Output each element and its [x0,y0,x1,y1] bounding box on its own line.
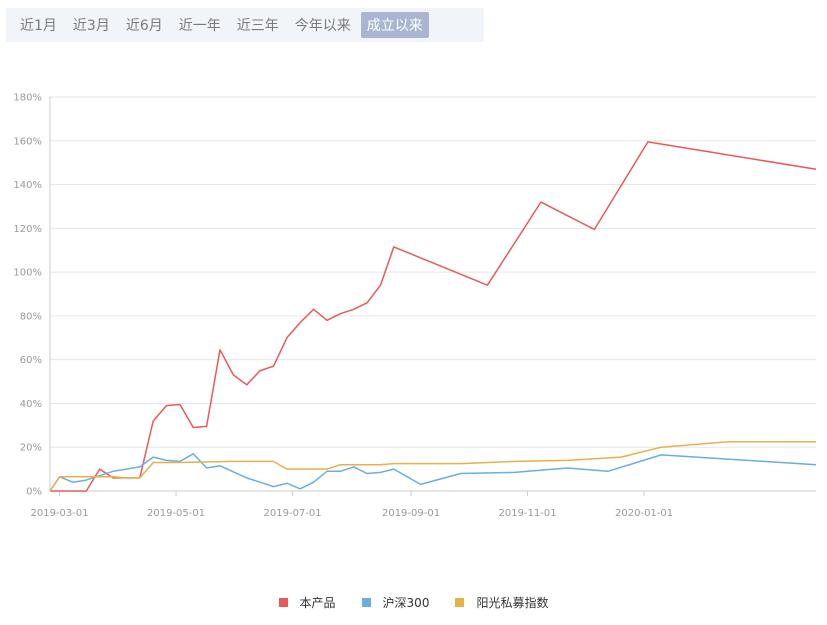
legend-label-private-fund-index: 阳光私募指数 [476,596,549,610]
legend-item-csi300[interactable]: 沪深300 [361,594,430,611]
legend-swatch-csi300 [361,598,371,607]
y-tick-label: 140% [13,180,42,191]
x-tick-label: 2019-07-01 [264,508,322,519]
product-series-line [50,141,817,492]
chart-legend: 本产品 沪深300 阳光私募指数 [0,594,827,611]
tab-6-months[interactable]: 近6月 [125,18,163,34]
y-tick-label: 160% [13,136,42,147]
y-axis: 0% 20% 40% 60% 80% 100% 120% 140% 160% 180% [13,93,51,498]
period-tab-bar: 近1月 近3月 近6月 近一年 近三年 今年以来 成立以来 [6,8,484,42]
tab-3-years[interactable]: 近三年 [236,18,279,34]
series-lines [49,141,817,492]
grid-lines [50,96,816,492]
x-tick-label: 2019-05-01 [147,508,205,519]
return-line-chart: 0% 20% 40% 60% 80% 100% 120% 140% 160% 180% 2019-… [13,93,817,519]
legend-item-product[interactable]: 本产品 [278,594,336,611]
tab-1-month[interactable]: 近1月 [20,18,57,34]
private-fund-index-series-line [49,441,816,492]
y-tick-label: 80% [20,311,42,322]
csi300-series-line [49,453,817,492]
y-tick-label: 0% [26,487,42,498]
y-tick-label: 20% [20,443,42,454]
x-tick-label: 2019-03-01 [30,508,88,519]
y-tick-label: 100% [13,268,42,279]
y-tick-label: 40% [20,399,42,410]
legend-item-private-fund-index[interactable]: 阳光私募指数 [455,594,548,611]
y-tick-label: 120% [13,224,42,235]
tab-1-year[interactable]: 近一年 [178,18,221,34]
legend-swatch-private-fund-index [455,598,465,607]
x-tick-label: 2019-09-01 [382,508,440,519]
tab-year-to-date[interactable]: 今年以来 [294,18,351,34]
legend-swatch-product [278,598,288,607]
x-tick-label: 2020-01-01 [615,508,673,519]
tab-since-inception[interactable]: 成立以来 [360,12,429,38]
x-tick-label: 2019-11-01 [498,508,556,519]
y-tick-label: 180% [13,93,42,104]
legend-label-csi300: 沪深300 [382,596,430,610]
legend-label-product: 本产品 [299,596,336,610]
y-tick-label: 60% [20,355,42,366]
x-axis: 2019-03-01 2019-05-01 2019-07-01 2019-09-01… [30,491,673,519]
tab-3-months[interactable]: 近3月 [72,18,110,34]
